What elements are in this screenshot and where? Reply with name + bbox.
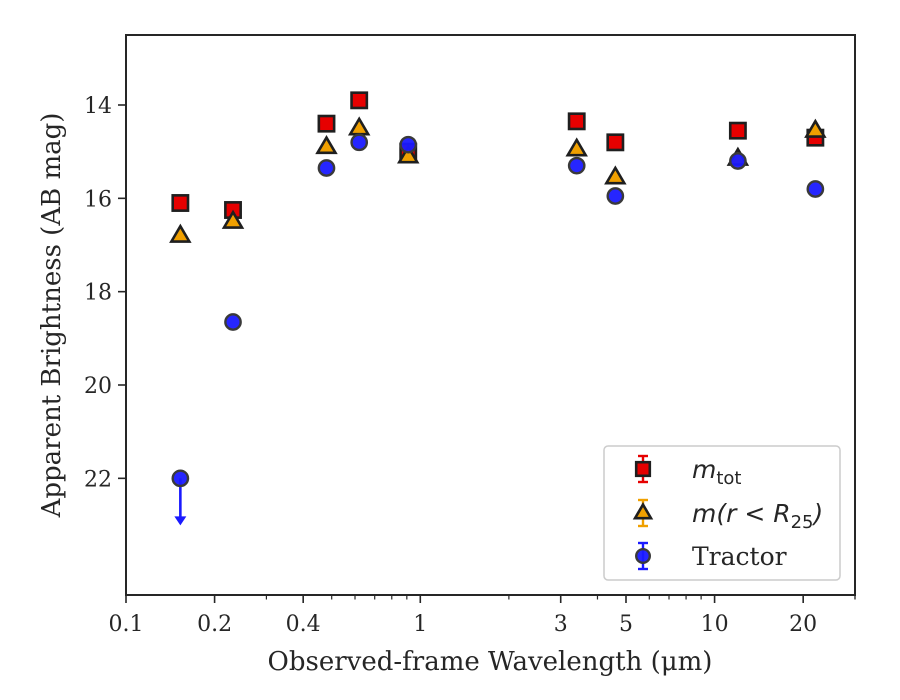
- x-axis-label: Observed-frame Wavelength (μm): [268, 647, 713, 677]
- data-point: [606, 133, 625, 152]
- data-point: [169, 223, 192, 243]
- y-tick-label: 16: [84, 187, 112, 212]
- data-point: [224, 313, 242, 331]
- data-point: [804, 118, 827, 138]
- x-tick-label: 10: [701, 612, 729, 637]
- data-point: [221, 209, 245, 229]
- legend-marker: [635, 548, 652, 565]
- legend-item: mtot: [634, 454, 742, 489]
- x-tick-label: 0.1: [109, 612, 144, 637]
- x-tick-label: 0.2: [197, 612, 232, 637]
- data-point: [806, 180, 825, 198]
- y-tick-label: 20: [84, 374, 112, 399]
- y-tick-label: 14: [84, 94, 112, 119]
- x-tick-label: 0.4: [286, 612, 321, 637]
- data-point: [350, 133, 369, 152]
- data-point: [567, 156, 586, 175]
- data-point: [350, 91, 369, 110]
- legend: mtot m(r < R25) Tractor: [603, 445, 841, 581]
- x-tick-label: 20: [789, 612, 817, 637]
- legend-label: Tractor: [692, 542, 787, 571]
- data-point: [171, 194, 190, 212]
- y-tick-label: 18: [84, 281, 112, 306]
- data-marks: [169, 91, 827, 526]
- series-circle: [171, 133, 825, 526]
- upper-limit-arrowhead: [174, 516, 187, 526]
- legend-label: m(r < R25): [692, 499, 823, 533]
- legend-marker: [634, 460, 652, 478]
- data-point: [171, 469, 190, 488]
- legend-box: [603, 445, 841, 581]
- legend-marker: [632, 502, 654, 520]
- data-point: [317, 159, 336, 177]
- data-point: [399, 135, 418, 154]
- x-tick-label: 1: [413, 612, 427, 637]
- y-axis: 14 16 18 20 22: [84, 94, 126, 492]
- data-point: [565, 137, 588, 157]
- data-point: [396, 144, 420, 164]
- y-tick-label: 22: [84, 467, 112, 492]
- data-point: [604, 165, 627, 185]
- legend-item: Tractor: [635, 541, 787, 571]
- data-point: [728, 121, 747, 140]
- x-axis: 0.1 0.2 0.4 1 3 5 10 20: [109, 595, 856, 637]
- legend-label: mtot: [692, 455, 742, 489]
- data-point: [729, 152, 747, 170]
- x-tick-label: 3: [554, 612, 568, 637]
- data-point: [317, 114, 336, 133]
- x-tick-label: 5: [619, 612, 633, 637]
- data-point: [567, 112, 586, 131]
- y-axis-label: Apparent Brightness (AB mag): [37, 113, 67, 519]
- data-point: [606, 187, 625, 205]
- legend-item: m(r < R25): [632, 498, 823, 533]
- data-point: [315, 134, 338, 155]
